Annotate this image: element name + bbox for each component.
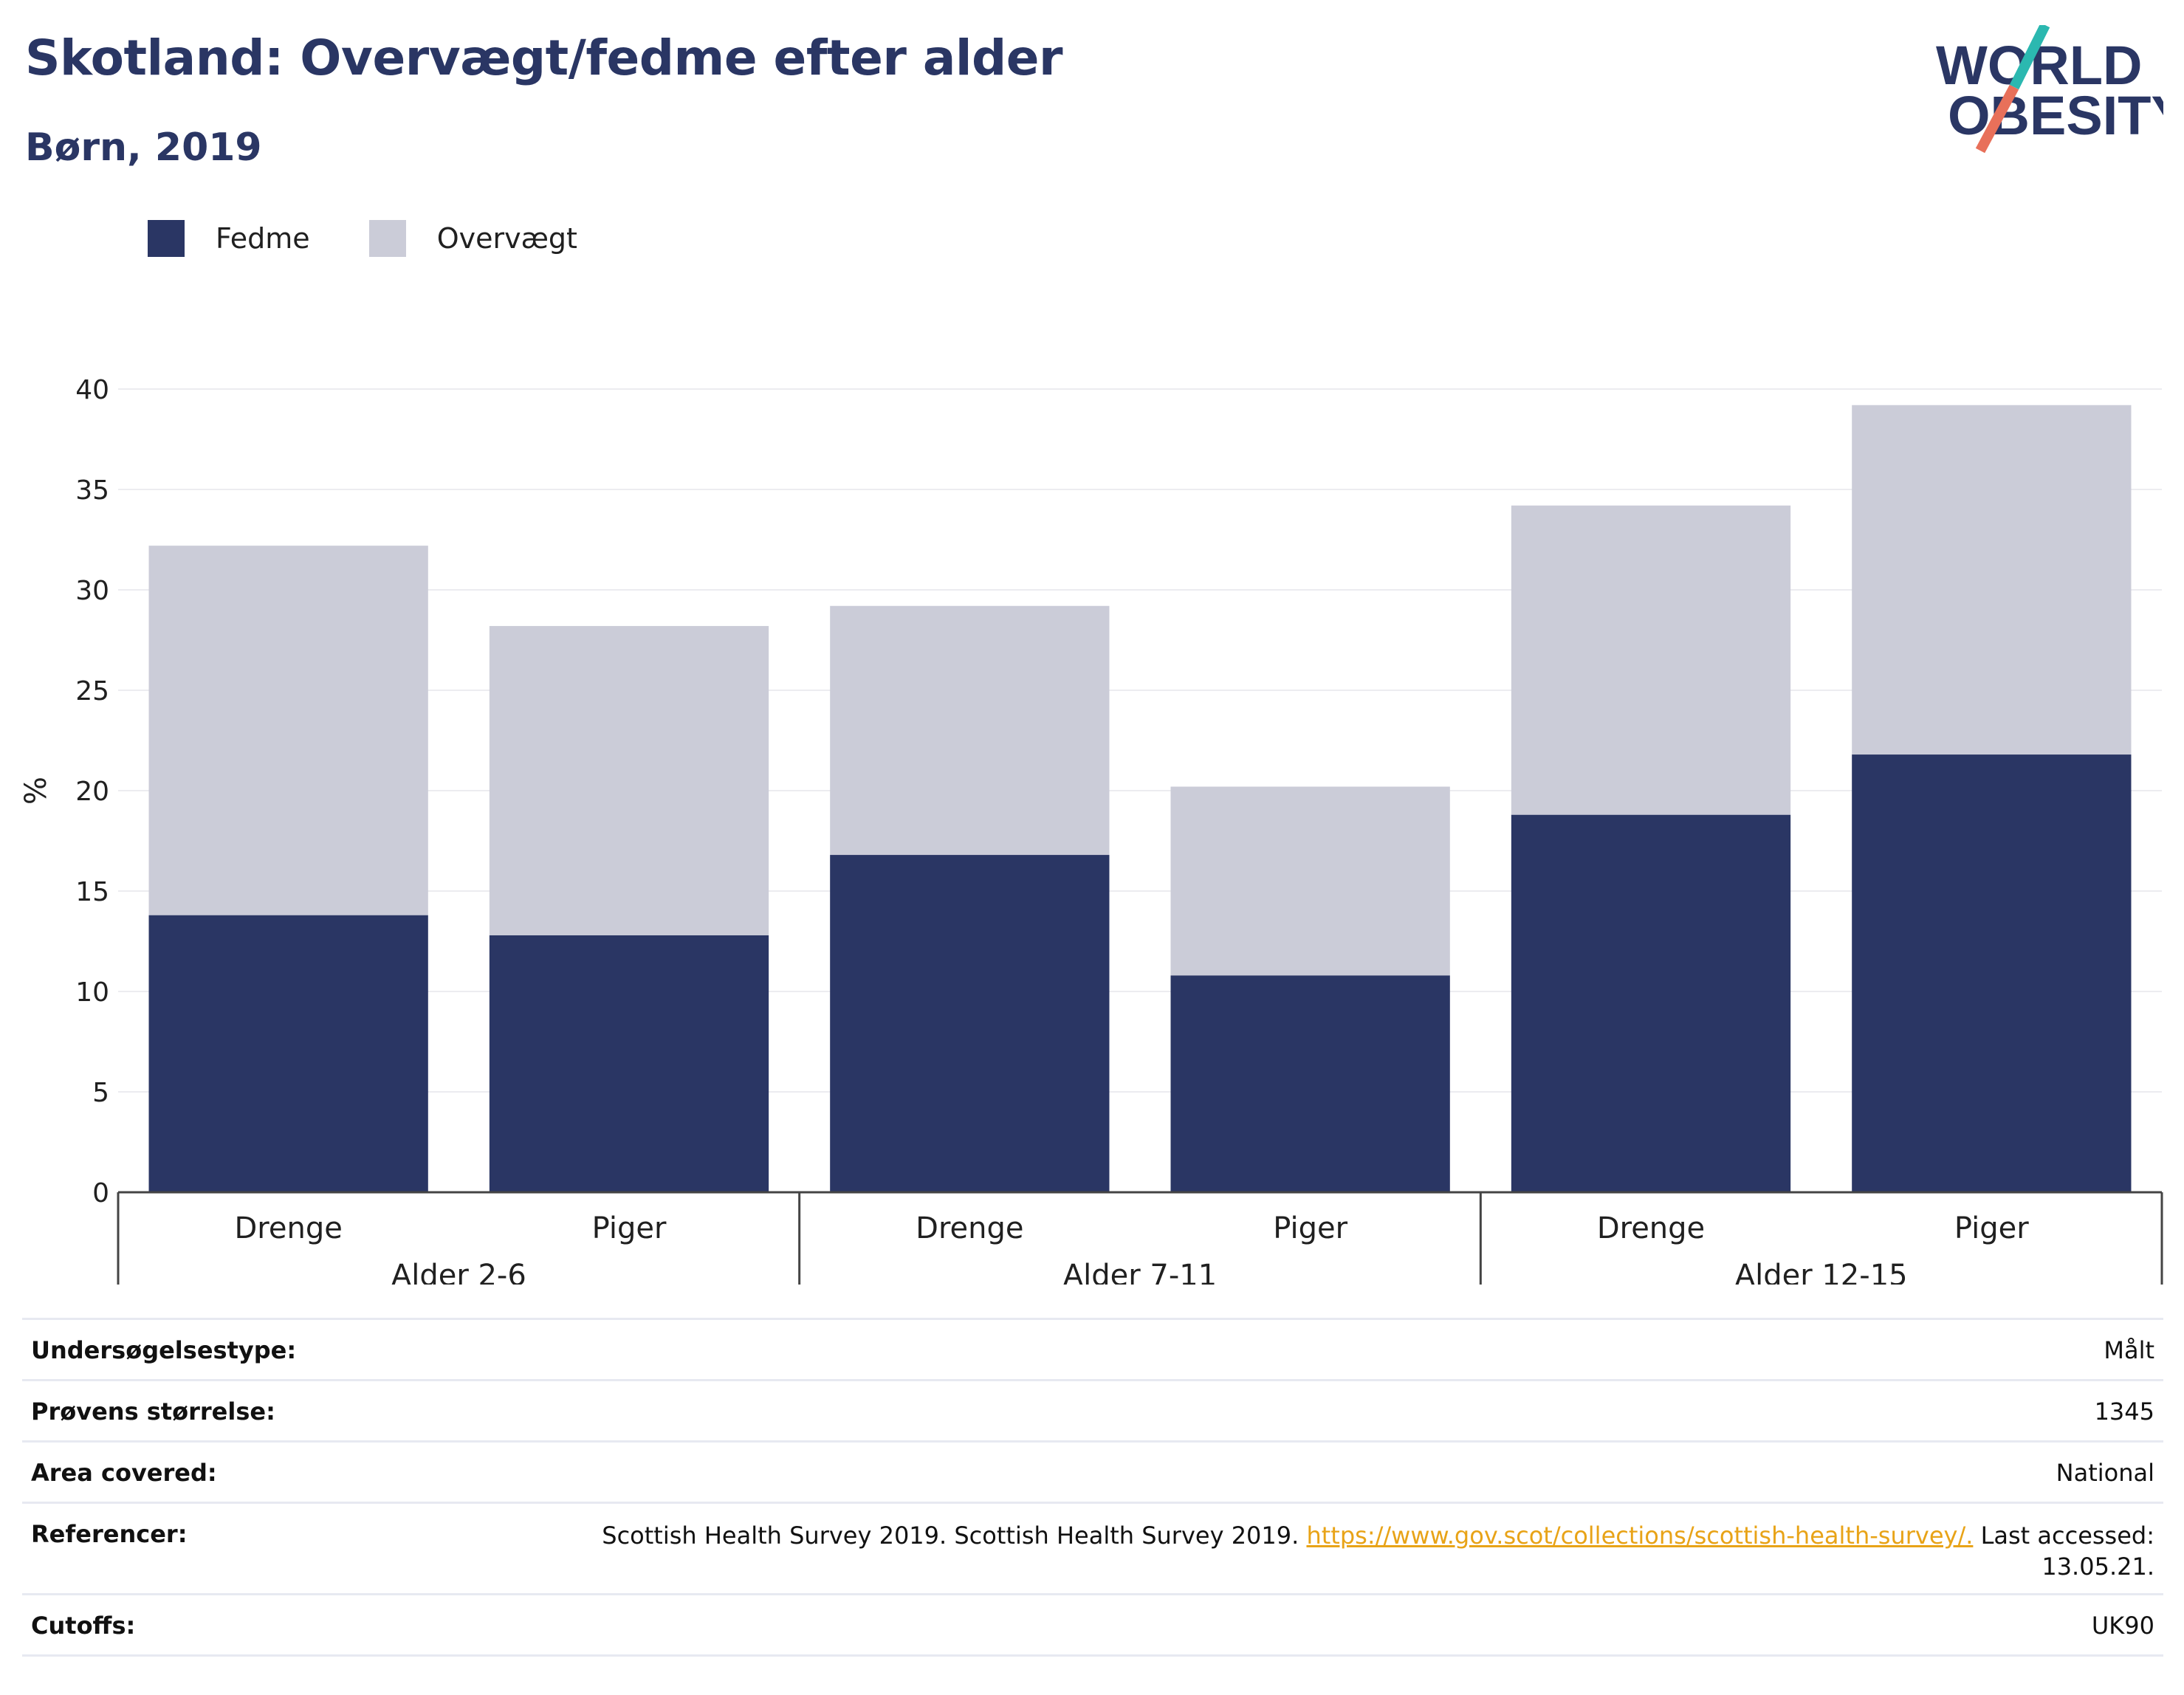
meta-key: Undersøgelsestype: (22, 1318, 557, 1381)
y-tick-label: 10 (75, 977, 109, 1008)
bar-segment-fedme (1511, 814, 1791, 1192)
bar-segment-overvaegt (148, 546, 428, 915)
meta-row-sample-size: Prøvens størrelse: 1345 (22, 1379, 2163, 1442)
logo-slash-coral (1975, 84, 2019, 154)
meta-row-survey-type: Undersøgelsestype: Målt (22, 1318, 2163, 1381)
bar-segment-fedme (1852, 754, 2132, 1192)
legend-label-fedme: Fedme (216, 222, 310, 255)
meta-value: 1345 (557, 1379, 2163, 1442)
legend-item-overvaegt[interactable]: Overvægt (368, 220, 577, 257)
meta-key: Referencer: (22, 1502, 557, 1595)
legend-item-fedme[interactable]: Fedme (148, 220, 310, 257)
y-tick-label: 0 (92, 1178, 109, 1208)
world-obesity-logo: WORLD OBESITY (1936, 25, 2163, 154)
bar-segment-overvaegt (1511, 505, 1791, 815)
legend-swatch-fedme (148, 220, 185, 257)
chart-legend: Fedme Overvægt (148, 220, 636, 257)
y-axis-label: % (19, 777, 53, 805)
reference-link[interactable]: https://www.gov.scot/collections/scottis… (1306, 1522, 1974, 1550)
meta-key: Cutoffs: (22, 1593, 557, 1657)
y-tick-label: 20 (75, 777, 109, 807)
chart-title: Skotland: Overvægt/fedme efter alder (25, 30, 1063, 86)
bar-segment-fedme (830, 855, 1110, 1192)
y-tick-label: 15 (75, 877, 109, 907)
meta-row-area-covered: Area covered: National (22, 1440, 2163, 1503)
bar-segment-fedme (489, 935, 769, 1192)
legend-label-overvaegt: Overvægt (436, 222, 577, 255)
meta-table: Undersøgelsestype: Målt Prøvens størrels… (22, 1318, 2163, 1657)
y-tick-label: 25 (75, 676, 109, 706)
meta-value: Scottish Health Survey 2019. Scottish He… (557, 1502, 2163, 1595)
logo-text-obesity: OBESITY (1948, 85, 2163, 146)
bar-chart: 0 5 10 15 20 25 30 35 40% Drenge Piger Drenge Piger D… (19, 375, 2163, 1285)
y-tick-label: 40 (75, 375, 109, 405)
meta-value: National (557, 1440, 2163, 1503)
x-tick-label: Drenge (1597, 1211, 1705, 1245)
meta-value: Målt (557, 1318, 2163, 1381)
group-label: Alder 12-15 (1735, 1259, 1908, 1285)
logo-slash-teal (2009, 25, 2050, 90)
meta-key: Area covered: (22, 1440, 557, 1503)
bar-segment-fedme (1170, 975, 1450, 1192)
bar-segment-overvaegt (830, 605, 1110, 856)
reference-text: Scottish Health Survey 2019. Scottish He… (602, 1522, 1307, 1550)
meta-row-references: Referencer: Scottish Health Survey 2019.… (22, 1502, 2163, 1595)
legend-swatch-overvaegt (368, 220, 406, 257)
x-tick-label: Piger (1273, 1211, 1347, 1245)
bar-segment-overvaegt (489, 625, 769, 935)
y-tick-label: 35 (75, 475, 109, 506)
x-tick-label: Piger (1954, 1211, 2029, 1245)
meta-value: UK90 (557, 1593, 2163, 1657)
meta-row-cutoffs: Cutoffs: UK90 (22, 1593, 2163, 1657)
bar-segment-overvaegt (1852, 405, 2132, 755)
group-label: Alder 2-6 (391, 1259, 526, 1285)
bar-segment-overvaegt (1170, 786, 1450, 976)
chart-subtitle: Børn, 2019 (25, 126, 262, 170)
x-tick-label: Drenge (235, 1211, 343, 1245)
bar-segment-fedme (148, 915, 428, 1192)
reference-accessed: Last accessed: 13.05.21. (1973, 1522, 2154, 1581)
x-tick-label: Piger (592, 1211, 667, 1245)
y-tick-label: 5 (92, 1078, 109, 1108)
x-tick-label: Drenge (916, 1211, 1023, 1245)
y-tick-label: 30 (75, 576, 109, 606)
meta-key: Prøvens størrelse: (22, 1379, 557, 1442)
group-label: Alder 7-11 (1063, 1259, 1217, 1285)
